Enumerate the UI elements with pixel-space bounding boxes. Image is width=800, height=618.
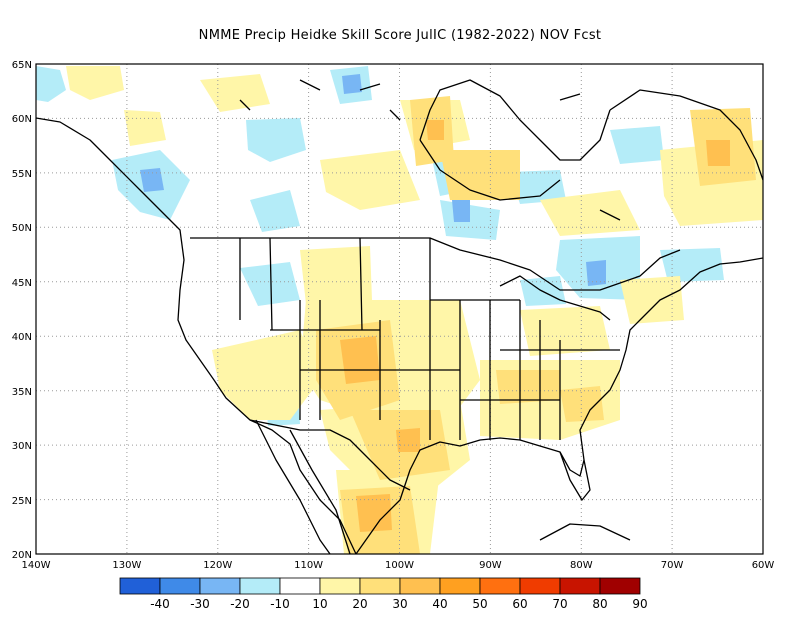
canadian-islands <box>239 79 621 221</box>
shade-blue-alberta <box>250 190 300 232</box>
shade-blue-newfoundland <box>660 248 724 282</box>
us-mexico-border <box>249 419 411 491</box>
colorbar-swatch <box>319 577 361 595</box>
shade-gold-manitoba <box>440 150 520 200</box>
shade-blue-labrador <box>610 126 664 164</box>
shade-yellow-nwt <box>200 74 270 112</box>
lon-tick-130w: 130W <box>112 560 141 571</box>
pacific-coastline <box>35 117 357 555</box>
colorbar-swatch <box>359 577 401 595</box>
colorbar-swatch <box>239 577 281 595</box>
shade-blue-bc-interior <box>246 118 306 162</box>
colorbar-label: -20 <box>230 597 250 611</box>
colorbar-label: 10 <box>312 597 327 611</box>
shade-yellow-ohio-valley <box>520 306 610 356</box>
colorbar-label: 40 <box>432 597 447 611</box>
us-interstate-borders <box>239 237 620 440</box>
colorbar-label: -10 <box>270 597 290 611</box>
colorbar-swatch <box>399 577 441 595</box>
shade-yellow-bc <box>124 110 166 146</box>
shade-midblue-hudson <box>452 200 470 222</box>
colorbar-swatch <box>519 577 561 595</box>
lon-tick-80w: 80W <box>570 560 593 571</box>
colorbar-swatch <box>159 577 201 595</box>
shade-orange-colorado <box>340 336 380 384</box>
lat-tick-30n: 30N <box>12 441 32 452</box>
colorbar-label: 50 <box>472 597 487 611</box>
colorbar-label: 70 <box>552 597 567 611</box>
colorbar-swatch <box>439 577 481 595</box>
latitude-labels: 65N 60N 55N 50N 45N 40N 35N 30N 25N 20N <box>12 60 32 561</box>
lat-tick-35n: 35N <box>12 387 32 398</box>
shade-orange-labrador <box>706 140 730 166</box>
coastlines-and-borders <box>35 79 764 555</box>
lon-tick-60w: 60W <box>752 560 775 571</box>
longitude-labels: 140W 130W 120W 110W 100W 90W 80W 70W 60W <box>22 560 775 571</box>
lon-tick-110w: 110W <box>294 560 323 571</box>
gulf-coast <box>355 257 764 555</box>
colorbar-swatch <box>199 577 241 595</box>
lat-tick-60n: 60N <box>12 114 32 125</box>
shade-yellow-alaska <box>66 66 124 100</box>
lon-tick-140w: 140W <box>22 560 51 571</box>
lon-tick-70w: 70W <box>661 560 684 571</box>
cuba-outline <box>539 523 631 541</box>
map-border <box>35 63 764 555</box>
colorbar-swatch <box>559 577 601 595</box>
shade-yellow-new-england <box>620 276 684 324</box>
shade-blue-ontario <box>510 170 566 204</box>
great-lakes <box>499 275 611 321</box>
lat-tick-25n: 25N <box>12 496 32 507</box>
hudson-bay-south <box>419 139 561 201</box>
colorbar-label: 20 <box>352 597 367 611</box>
shading-layer <box>36 66 763 554</box>
colorbar-swatch <box>599 577 641 595</box>
colorbar-swatch <box>119 577 161 595</box>
shade-yellow-dakotas <box>300 246 372 304</box>
colorbar-swatch <box>479 577 521 595</box>
shade-orange-texas <box>396 428 420 452</box>
shade-blue-montana <box>240 262 300 306</box>
shade-yellow-quebec-north <box>540 190 640 236</box>
shade-yellow-saskatchewan <box>320 150 420 210</box>
lon-tick-90w: 90W <box>479 560 502 571</box>
gulf-of-california-coast <box>289 429 351 555</box>
shade-blue-alaska-coast <box>36 66 66 102</box>
lat-tick-55n: 55N <box>12 169 32 180</box>
shade-midblue-bc <box>140 168 164 192</box>
hudson-bay-coast <box>419 79 611 161</box>
lat-tick-45n: 45N <box>12 278 32 289</box>
colorbar-label: -30 <box>190 597 210 611</box>
lon-tick-100w: 100W <box>385 560 414 571</box>
map-title: NMME Precip Heidke Skill Score JulIC (19… <box>198 28 602 43</box>
map-frame <box>35 63 764 555</box>
labrador-coast <box>609 89 764 181</box>
shade-yellow-southwest <box>212 330 320 420</box>
lat-tick-40n: 40N <box>12 332 32 343</box>
lat-tick-65n: 65N <box>12 60 32 71</box>
colorbar-label: -40 <box>150 597 170 611</box>
shade-midblue-ontario <box>586 260 606 286</box>
colorbar-label: 60 <box>512 597 527 611</box>
shade-gold-southeast <box>496 370 560 404</box>
us-canada-border <box>190 237 681 291</box>
colorbar-label: 80 <box>592 597 607 611</box>
colorbar-label: 30 <box>392 597 407 611</box>
color-bar-legend: -40 -30 -20 -10 10 20 30 40 50 60 70 80 90 <box>119 577 648 611</box>
baja-california <box>255 419 331 555</box>
shade-midblue-yukon <box>342 74 362 94</box>
shade-gold-carolinas <box>560 386 604 422</box>
lat-tick-20n: 20N <box>12 550 32 561</box>
colorbar-swatch <box>279 577 321 595</box>
colorbar-label: 90 <box>632 597 647 611</box>
shade-orange-mexico <box>356 494 392 532</box>
shade-orange-hudson <box>426 120 444 140</box>
florida-outline <box>559 451 591 501</box>
lat-tick-50n: 50N <box>12 223 32 234</box>
lon-tick-120w: 120W <box>203 560 232 571</box>
